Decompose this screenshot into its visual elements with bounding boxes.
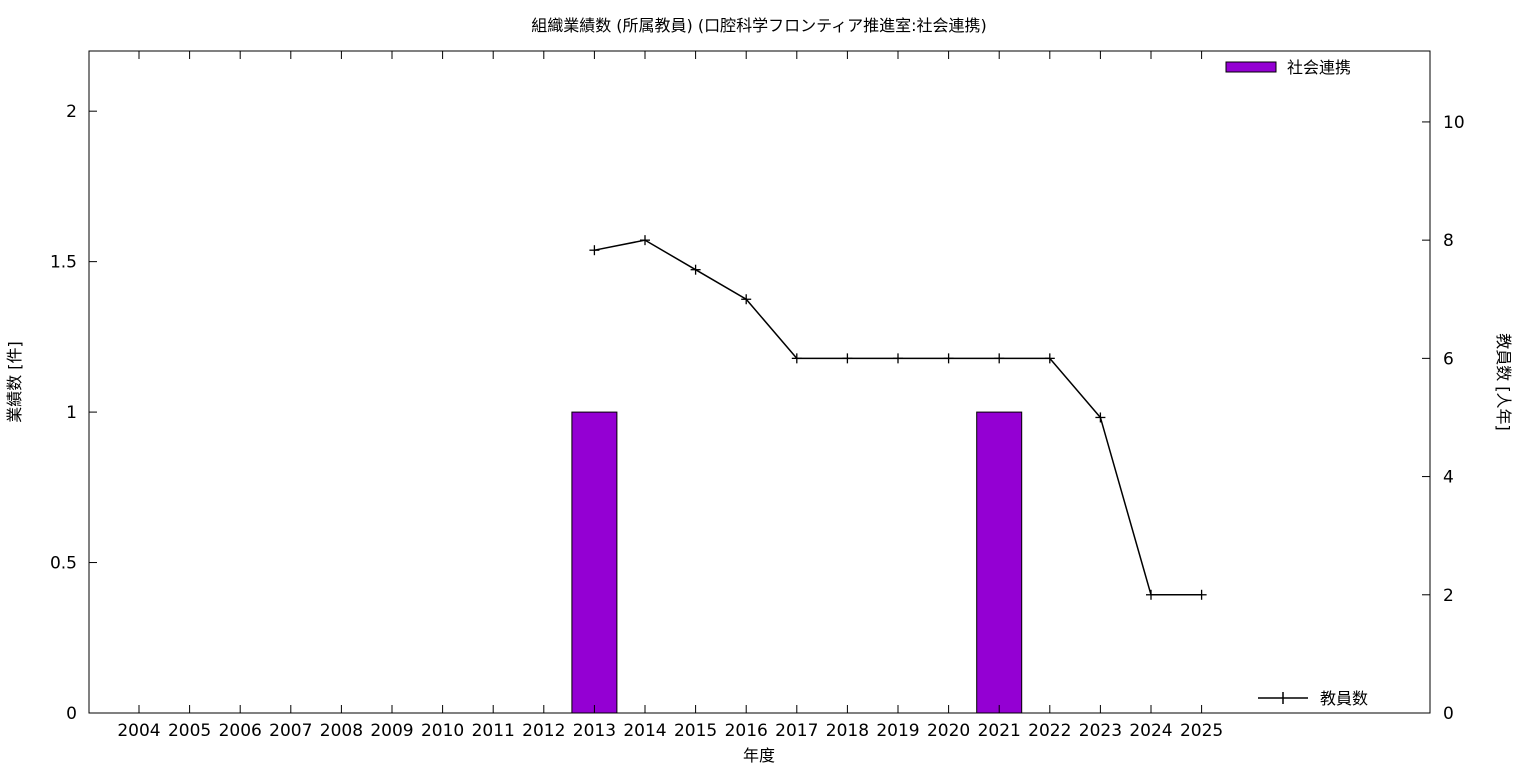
line-point-2014: [640, 235, 650, 246]
x-tick-label: 2021: [978, 721, 1021, 741]
x-tick-label: 2013: [573, 721, 616, 741]
x-tick-label: 2020: [927, 721, 970, 741]
line-point-2020: [943, 353, 954, 364]
left-y-axis-title: 業績数 [件]: [5, 341, 24, 423]
chart-title: 組織業績数 (所属教員) (口腔科学フロンティア推進室:社会連携): [531, 16, 987, 35]
left-y-tick-label: 0: [66, 704, 77, 724]
plot-area: [88, 50, 1431, 714]
left-y-tick-label: 1: [66, 403, 77, 423]
line-point-2017: [791, 353, 802, 364]
x-tick-label: 2010: [421, 721, 464, 741]
line-point-2013: [589, 245, 600, 256]
x-tick-label: 2019: [876, 721, 919, 741]
legend-bar-label: 社会連携: [1287, 58, 1351, 77]
x-tick-label: 2008: [320, 721, 363, 741]
legend-bar: 社会連携: [1225, 58, 1351, 77]
line-layer: [589, 235, 1207, 600]
x-tick-label: 2012: [522, 721, 565, 741]
right-y-tick-label: 0: [1443, 704, 1454, 724]
line-point-2016: [741, 294, 752, 305]
x-tick-label: 2009: [370, 721, 413, 741]
legend-line: 教員数: [1258, 689, 1368, 708]
right-y-tick-label: 2: [1443, 586, 1454, 606]
line-point-2025: [1196, 589, 1207, 600]
line-point-2018: [842, 353, 853, 364]
x-axis: 2004 2005 2006 2007 2008 2009 2010 2011 2012 2013…: [117, 51, 1223, 741]
x-tick-label: 2007: [269, 721, 312, 741]
x-tick-label: 2017: [775, 721, 818, 741]
line-point-2015: [690, 264, 701, 275]
right-y-tick-label: 8: [1443, 231, 1454, 251]
right-y-axis: 0 2 4 6 8 10: [1422, 113, 1465, 724]
left-y-tick-label: 2: [66, 102, 77, 122]
line-series: [594, 239, 1202, 596]
line-point-2021: [994, 353, 1005, 364]
legend-line-label: 教員数: [1320, 689, 1368, 708]
bars-layer: [571, 411, 1023, 714]
line-point-2019: [893, 353, 903, 364]
x-tick-label: 2023: [1079, 721, 1122, 741]
bar-2013: [571, 411, 618, 714]
left-y-tick-label: 1.5: [50, 253, 77, 273]
x-tick-label: 2004: [117, 721, 160, 741]
right-y-tick-label: 4: [1443, 468, 1454, 488]
bar-2021: [976, 411, 1023, 714]
x-tick-label: 2011: [472, 721, 515, 741]
x-tick-label: 2014: [623, 721, 666, 741]
x-tick-label: 2016: [725, 721, 768, 741]
line-point-2022: [1044, 353, 1055, 364]
left-y-axis: 0 0.5 1 1.5 2: [50, 102, 97, 724]
x-tick-label: 2022: [1028, 721, 1071, 741]
line-point-2023: [1095, 412, 1106, 423]
x-tick-label: 2025: [1180, 721, 1223, 741]
x-tick-label: 2006: [219, 721, 262, 741]
line-point-2024: [1146, 589, 1156, 600]
legend-bar-swatch: [1225, 61, 1277, 73]
x-tick-label: 2015: [674, 721, 717, 741]
x-tick-label: 2018: [826, 721, 869, 741]
left-y-tick-label: 0.5: [50, 554, 77, 574]
right-y-tick-label: 6: [1443, 349, 1454, 369]
x-tick-label: 2024: [1129, 721, 1172, 741]
right-y-axis-title: 教員数 [人年]: [1494, 333, 1513, 431]
x-tick-label: 2005: [168, 721, 211, 741]
right-y-tick-label: 10: [1443, 113, 1465, 133]
x-axis-title: 年度: [743, 746, 775, 765]
